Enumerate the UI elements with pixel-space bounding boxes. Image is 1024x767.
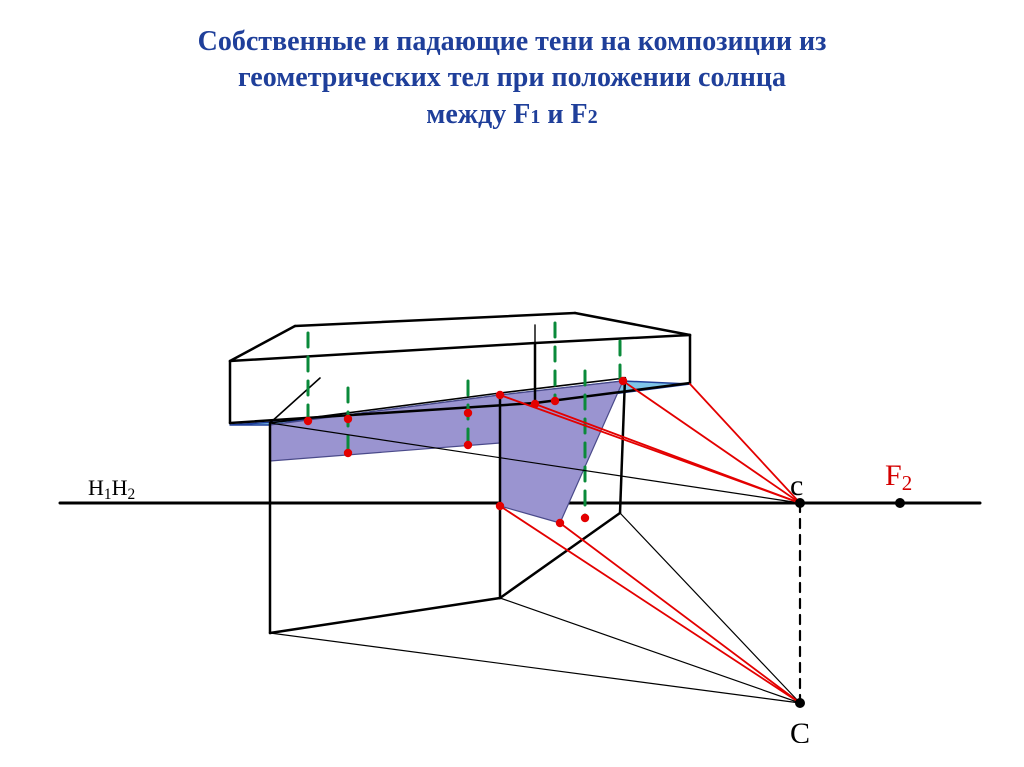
title-line3a: между F [426,99,530,130]
svg-text:Н1Н2: Н1Н2 [88,475,135,503]
title: Собственные и падающие тени на композици… [0,0,1024,133]
title-line1: Собственные и падающие тени на композици… [198,26,827,57]
title-line2: геометрических тел при положении солнца [238,62,786,93]
title-line3b: и F [540,99,587,130]
title-sub2: 2 [588,106,598,128]
title-sub1: 1 [530,106,540,128]
svg-text:с: с [790,469,803,502]
svg-text:С: С [790,717,810,743]
diagram: Н1Н2 с С F2 [0,123,1024,743]
svg-text:F2: F2 [885,459,912,495]
